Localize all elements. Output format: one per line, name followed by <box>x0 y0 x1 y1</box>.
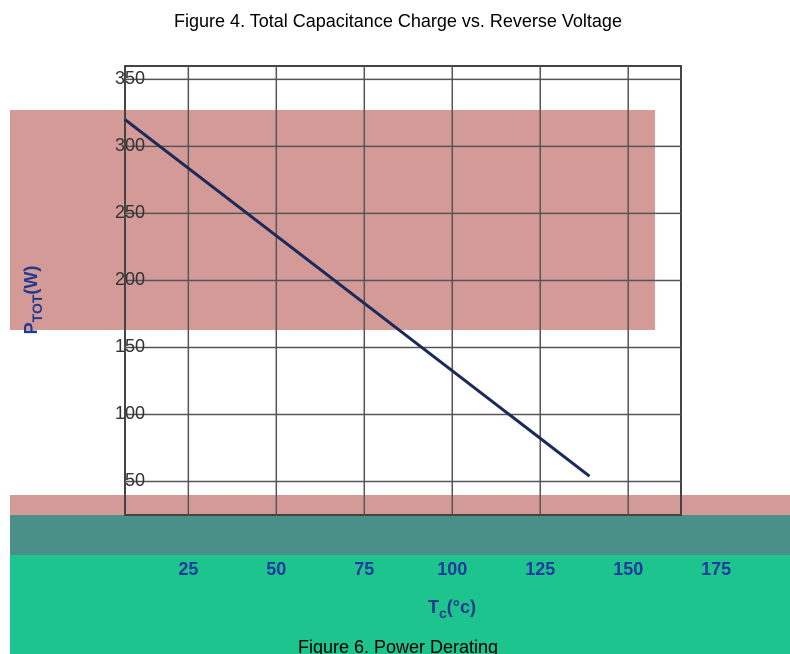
y-tick-label: 100 <box>115 403 145 423</box>
y-tick-label: 200 <box>115 269 145 289</box>
plot-area: 50 100 150 200 250 300 350 25 50 75 100 125 150 175 <box>115 65 731 579</box>
y-tick-label: 350 <box>115 68 145 88</box>
y-tick-label: 250 <box>115 202 145 222</box>
y-axis-label: PTOT(W) <box>21 266 45 335</box>
y-label-unit: (W) <box>21 266 41 295</box>
y-label-sub: TOT <box>29 294 45 322</box>
x-tick-label: 25 <box>178 559 198 579</box>
y-tick-label: 150 <box>115 336 145 356</box>
y-label-main: P <box>21 322 41 334</box>
x-tick-label: 150 <box>613 559 643 579</box>
x-axis-label: Tc(°c) <box>428 597 476 621</box>
x-tick-label: 175 <box>701 559 731 579</box>
x-label-unit: (°c) <box>447 597 476 617</box>
x-tick-label: 125 <box>525 559 555 579</box>
x-tick-label: 75 <box>354 559 374 579</box>
data-line <box>124 118 591 478</box>
glitch-band <box>10 110 655 330</box>
y-tick-label: 50 <box>125 470 145 490</box>
plot-frame <box>124 65 682 516</box>
x-tick-label: 50 <box>266 559 286 579</box>
y-tick-label: 300 <box>115 135 145 155</box>
glitch-band <box>10 495 790 515</box>
caption: Figure 6. Power Derating <box>298 637 498 654</box>
x-tick-label: 100 <box>437 559 467 579</box>
chart-title: Figure 4. Total Capacitance Charge vs. R… <box>174 11 622 31</box>
x-label-sub: c <box>439 605 447 621</box>
glitch-band <box>10 515 790 555</box>
x-label-main: T <box>428 597 439 617</box>
glitch-band <box>10 555 790 654</box>
